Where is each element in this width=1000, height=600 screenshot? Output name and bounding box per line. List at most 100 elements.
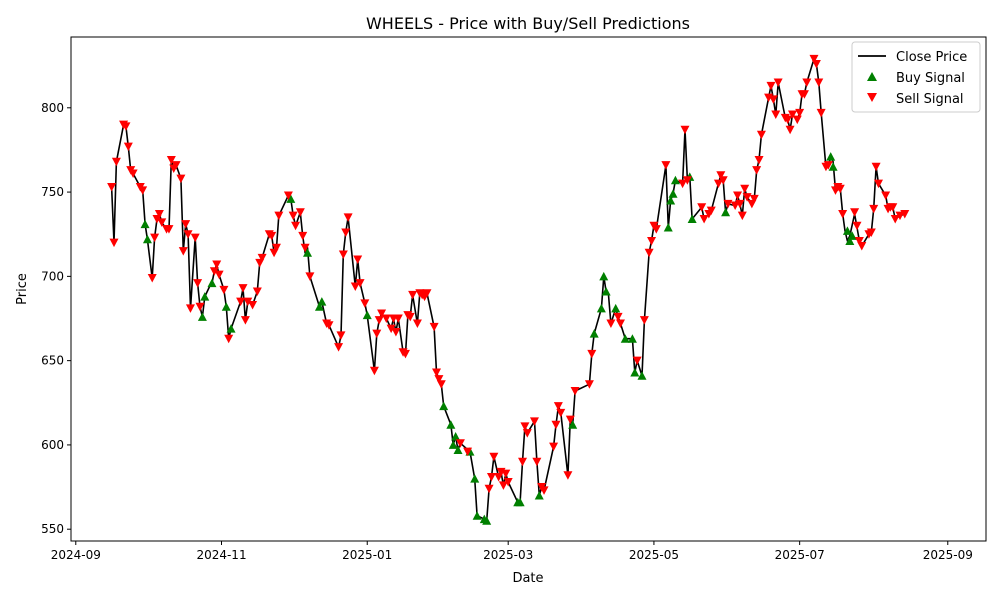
sell-signal-marker [520,422,530,431]
sell-signal-marker [501,469,511,479]
buy-signal-marker [453,445,463,454]
sell-signal-marker [795,108,805,118]
sell-signal-marker [341,228,351,238]
buy-signal-marker [668,189,678,198]
sell-signal-marker [350,282,360,291]
legend-sell-triangle-icon [867,93,877,102]
legend-label-buy: Buy Signal [896,71,965,86]
sell-signal-marker [195,302,205,312]
sell-signal-marker [185,304,195,313]
y-tick-label: 700 [41,269,64,283]
legend-buy-triangle-icon [867,72,877,81]
y-tick-label: 800 [41,101,64,115]
buy-signal-marker [472,511,482,520]
sell-signal-marker [343,213,353,222]
sell-signal-marker [171,161,181,170]
sell-signal-marker [166,156,176,165]
sell-signal-marker [283,191,293,200]
sell-signal-marker [639,316,649,325]
buy-signal-marker [448,440,458,449]
sell-signal-marker [756,130,766,140]
sell-signal-marker [632,356,642,366]
sell-signal-marker [613,312,623,322]
sell-signal-marker [873,179,883,189]
sell-signal-marker [432,368,442,377]
sell-signal-marker [811,59,821,69]
y-tick-label: 750 [41,185,64,199]
sell-signal-marker [298,231,308,241]
sell-signal-marker [157,218,167,227]
legend-box [851,41,981,113]
sell-signal-marker [838,209,848,219]
sell-signal-marker [300,243,310,253]
x-axis-title: Date [512,571,543,586]
sell-signal-marker [556,408,566,418]
x-tick-label: 2024-11 [196,548,246,562]
sell-signal-marker [248,301,258,310]
sell-signal-marker [243,297,253,307]
y-tick-label: 550 [41,522,64,536]
sell-signal-marker [224,334,234,344]
legend-label-sell: Sell Signal [896,92,964,107]
sell-signal-marker [680,125,690,135]
sell-signal-marker [563,471,573,480]
sell-signal-marker [584,380,594,389]
sell-signal-marker [374,316,384,325]
legend: Close Price Buy Signal Sell Signal [851,41,981,113]
buy-signal-marker [197,312,207,321]
buy-signal-marker [828,162,838,171]
sell-signal-marker [699,215,709,224]
sell-signal-marker [178,247,188,256]
sell-signal-marker [854,236,864,246]
sell-signal-marker [176,174,186,184]
buy-signal-marker [620,334,630,343]
sell-signal-marker [799,90,809,99]
sell-signal-marker [866,228,876,238]
sell-signal-marker [219,285,229,295]
sell-signal-marker [697,203,707,212]
sell-signal-marker [123,142,133,152]
sell-signal-marker [484,484,494,494]
sell-signal-marker [274,211,284,221]
sell-signal-marker [768,95,778,104]
sell-signal-marker [651,225,661,234]
sell-signal-marker [183,230,193,239]
buy-signal-marker [826,152,836,161]
sell-signal-marker [267,231,277,241]
y-axis-title: Price [15,273,30,305]
sell-signal-marker [740,184,750,194]
buy-signal-marker [670,175,680,185]
sell-signal-marker [381,314,391,323]
x-tick-label: 2025-01 [342,548,392,562]
buy-signal-marker [627,334,637,343]
buy-signal-marker [847,231,857,240]
sell-signal-marker [713,179,723,189]
sell-signal-marker [881,191,891,200]
buy-signal-marker [568,420,578,429]
sell-signal-marker [888,203,898,212]
sell-signal-marker [291,221,301,231]
buy-signal-marker [140,219,150,229]
chart-title: WHEELS - Price with Buy/Sell Predictions [366,14,690,33]
series-layer [107,54,910,525]
sell-signal-marker [455,439,465,448]
sell-signal-marker [240,316,250,325]
sell-signal-marker [164,225,174,234]
sell-signal-marker [498,481,508,490]
sell-signal-marker [463,447,473,457]
sell-signal-marker [871,162,881,172]
sell-signal-marker [570,386,580,396]
sell-signal-marker [783,115,793,125]
sell-signal-marker [377,309,387,318]
legend-label-close: Close Price [896,50,967,65]
sell-signal-marker [644,248,654,258]
y-axis: 550 600 650 700 750 800 [41,101,71,536]
sell-signal-marker [190,233,200,243]
sell-signal-marker [733,191,743,200]
buy-signal-marker [515,497,525,507]
sell-signal-marker [128,169,138,179]
sell-signal-marker [735,199,745,209]
buy-signal-marker [286,194,296,203]
buy-signal-marker [589,329,599,338]
buy-signal-marker [200,292,210,301]
